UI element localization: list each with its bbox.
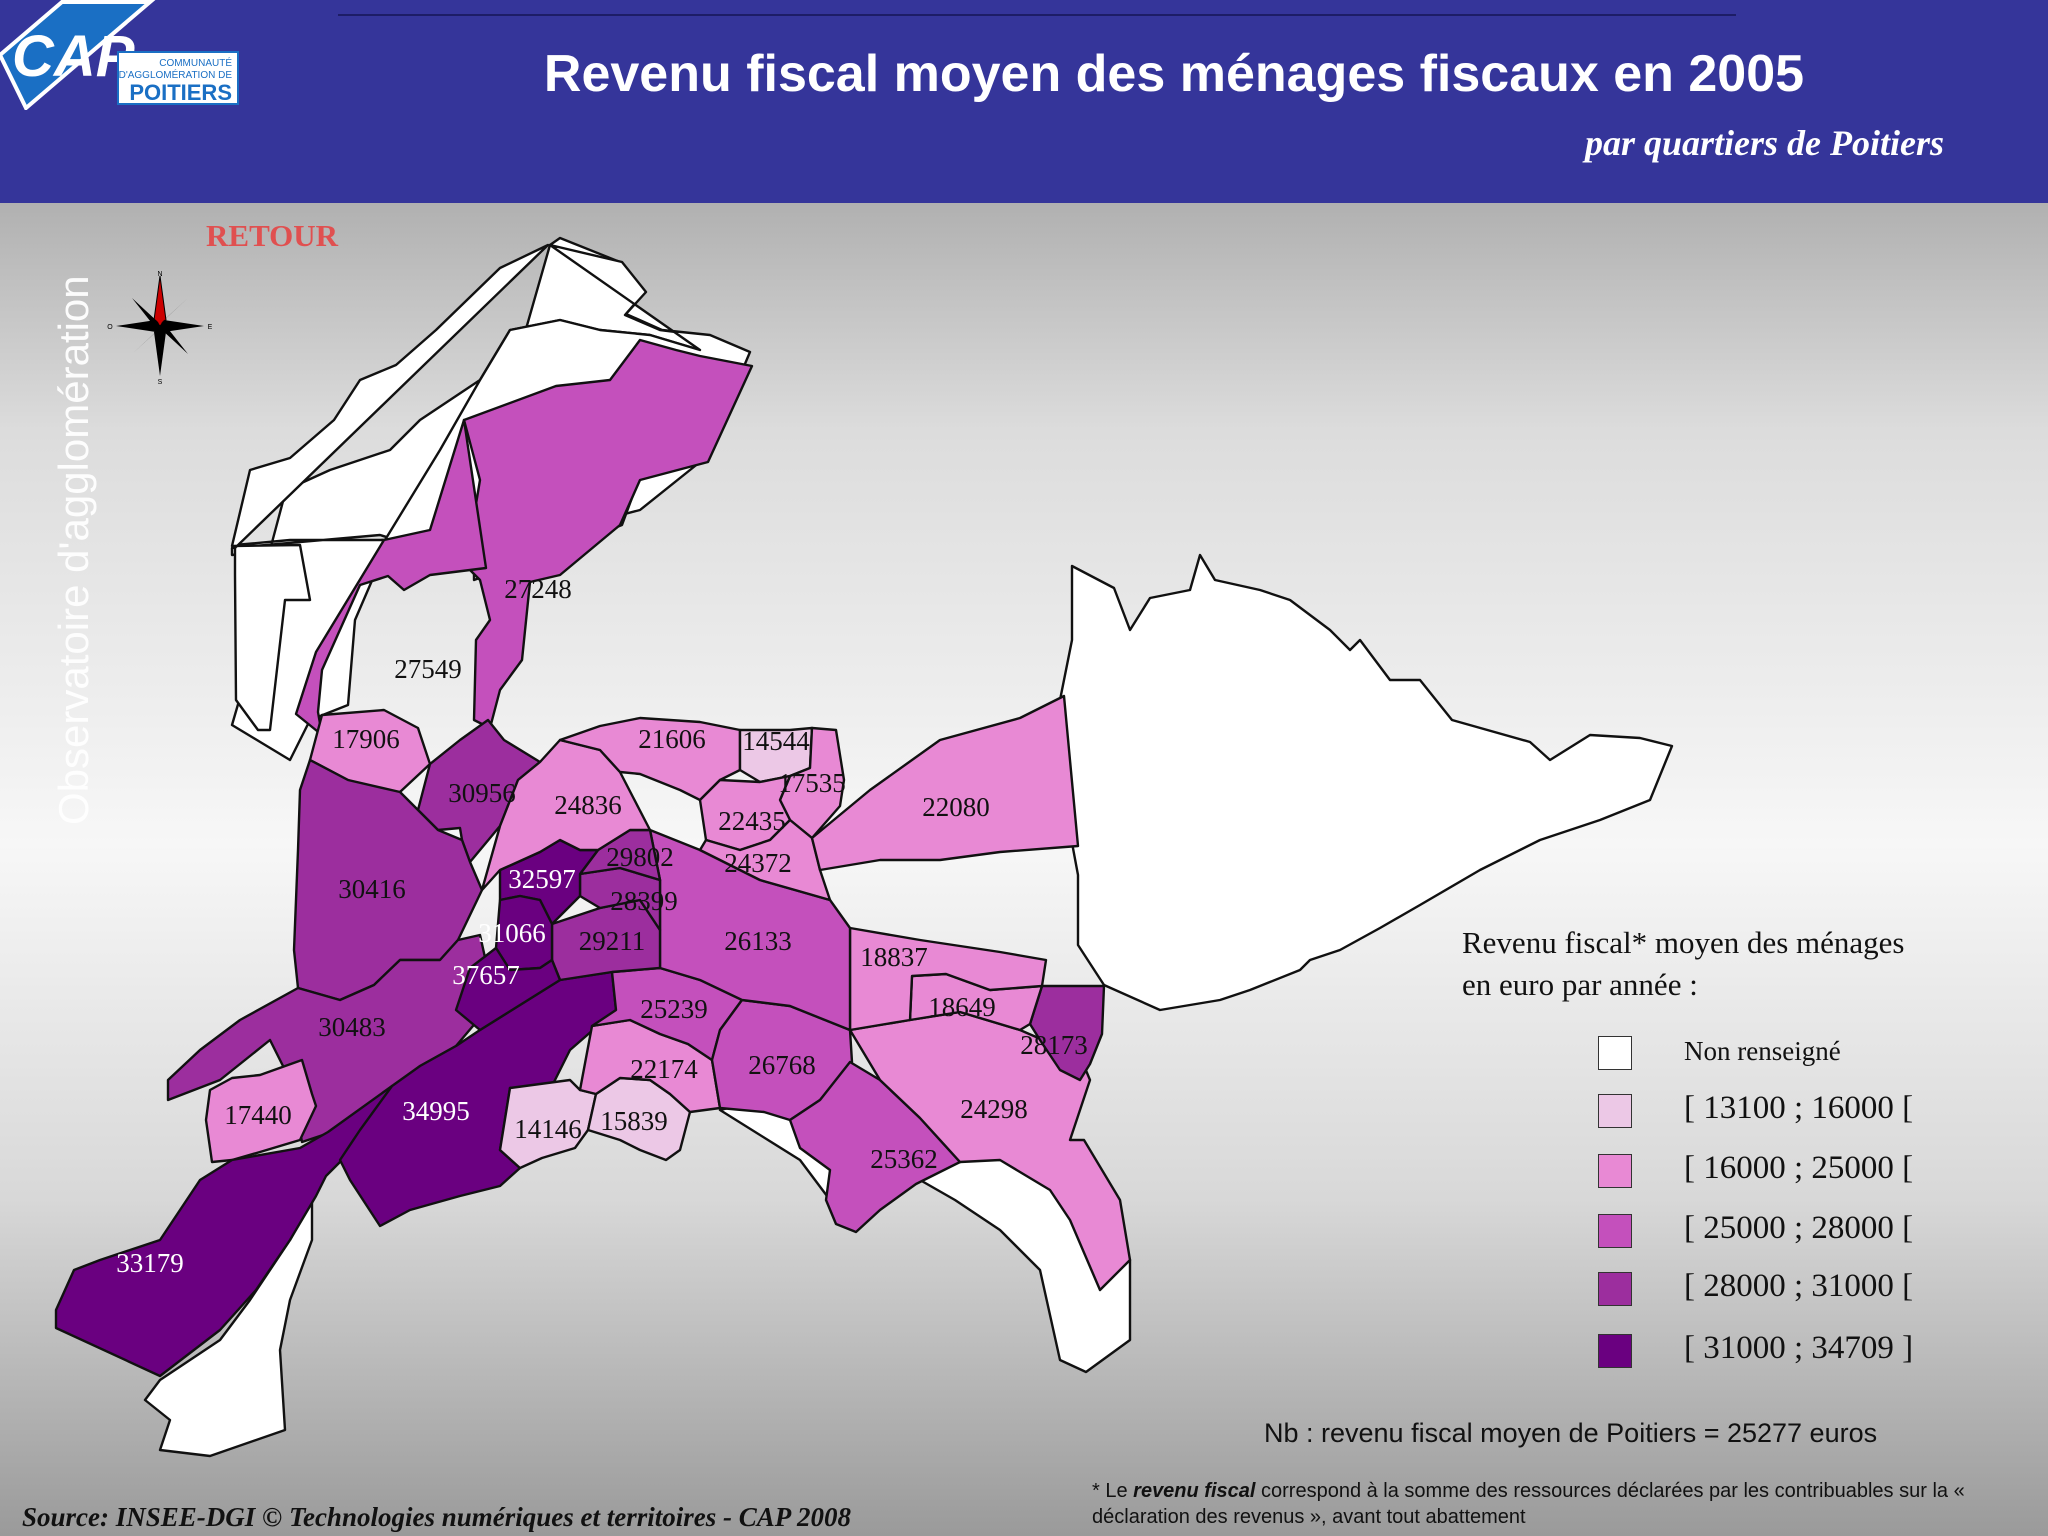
logo-text: CAP [12,24,135,89]
legend-label-1: [ 13100 ; 16000 [ [1684,1090,1914,1126]
district-unreported-northwest [230,243,550,732]
district-37657 [454,946,562,1032]
district-33179 [54,1084,394,1378]
district-18837 [848,926,1048,1032]
district-27549 [294,418,488,737]
logo-org-line3: POITIERS [129,80,232,105]
district-label-28173: 28173 [1020,1030,1088,1060]
compass-e-label: E [208,324,213,331]
legend-swatch-2 [1598,1154,1632,1188]
legend-title-line2: en euro par année : [1462,967,1698,1002]
district-label-17906: 17906 [332,724,400,754]
legend-label-4: [ 28000 ; 31000 [ [1684,1268,1914,1304]
district-label-30416: 30416 [338,874,406,904]
district-label-21606: 21606 [638,724,706,754]
district-label-22174: 22174 [630,1054,698,1084]
district-label-18649: 18649 [928,992,996,1022]
district-label-25362: 25362 [870,1144,938,1174]
district-label-24372: 24372 [724,848,792,878]
page-subtitle: par quartiers de Poitiers [1584,123,1944,163]
district-label-17440: 17440 [224,1100,292,1130]
district-label-29211: 29211 [579,926,646,956]
district-label-15839: 15839 [600,1106,668,1136]
footnote-rest: correspond à la somme des ressources déc… [1092,1480,1965,1528]
footnote-prefix: * Le [1092,1480,1134,1502]
district-label-31066: 31066 [478,918,546,948]
logo-org-line2: D'AGGLOMÉRATION DE [119,68,233,81]
district-label-32597: 32597 [508,864,576,894]
district-label-27549: 27549 [394,654,462,684]
compass-s-label: S [158,379,163,384]
header-rule [338,14,1736,16]
logo-org-line1: COMMUNAUTÉ [159,56,232,69]
district-label-26768: 26768 [748,1050,816,1080]
district-unreported-southwest [143,1198,314,1458]
cap-logo[interactable]: CAP COMMUNAUTÉ D'AGGLOMÉRATION DE POITIE… [0,0,240,110]
legend-swatch-3 [1598,1214,1632,1248]
district-14146 [498,1078,598,1170]
district-27248 [458,338,754,730]
footnote: * Le revenu fiscal correspond à la somme… [1092,1478,2032,1530]
compass-w-label: O [107,324,113,331]
legend-label-3: [ 25000 ; 28000 [ [1684,1210,1914,1246]
district-label-14146: 14146 [514,1114,582,1144]
legend-label-2: [ 16000 ; 25000 [ [1684,1150,1914,1186]
legend-title-line1: Revenu fiscal* moyen des ménages [1462,925,1905,960]
district-label-25239: 25239 [640,994,708,1024]
district-unreported-east [1058,553,1674,1012]
district-label-30483: 30483 [318,1012,386,1042]
district-28173 [1028,984,1106,1082]
legend-title: Revenu fiscal* moyen des ménages en euro… [1462,922,1904,1006]
district-label-17535: 17535 [778,768,846,798]
page-title: Revenu fiscal moyen des ménages fiscaux … [543,45,1805,103]
district-label-34995: 34995 [402,1096,470,1126]
legend-label-0: Non renseigné [1684,1036,1841,1066]
district-label-14544: 14544 [742,726,810,756]
district-label-26133: 26133 [724,926,792,956]
header-banner: Revenu fiscal moyen des ménages fiscaux … [0,0,2048,203]
legend-swatch-5 [1598,1334,1632,1368]
district-label-24836: 24836 [554,790,622,820]
compass-rose-icon: N S O E [107,271,213,384]
district-label-24298: 24298 [960,1094,1028,1124]
district-label-22435: 22435 [718,806,786,836]
legend-swatch-4 [1598,1272,1632,1306]
district-label-22080: 22080 [922,792,990,822]
compass-n-label: N [157,271,162,278]
average-note: Nb : revenu fiscal moyen de Poitiers = 2… [1264,1418,1878,1448]
district-label-18837: 18837 [860,942,928,972]
retour-link[interactable]: RETOUR [206,218,339,253]
source-credit: Source: INSEE-DGI © Technologies numériq… [22,1502,851,1532]
district-label-37657: 37657 [452,960,520,990]
district-24836 [480,738,652,892]
district-label-33179: 33179 [116,1248,184,1278]
district-label-30956: 30956 [448,778,516,808]
district-label-28399: 28399 [610,886,678,916]
legend-swatch-1 [1598,1094,1632,1128]
legend-swatch-0 [1598,1036,1632,1070]
footnote-term: revenu fiscal [1133,1480,1256,1502]
district-22080 [810,694,1080,872]
district-label-27248: 27248 [504,574,572,604]
legend-label-5: [ 31000 ; 34709 ] [1684,1330,1914,1366]
district-17440 [204,1058,318,1164]
district-label-29802: 29802 [606,842,674,872]
